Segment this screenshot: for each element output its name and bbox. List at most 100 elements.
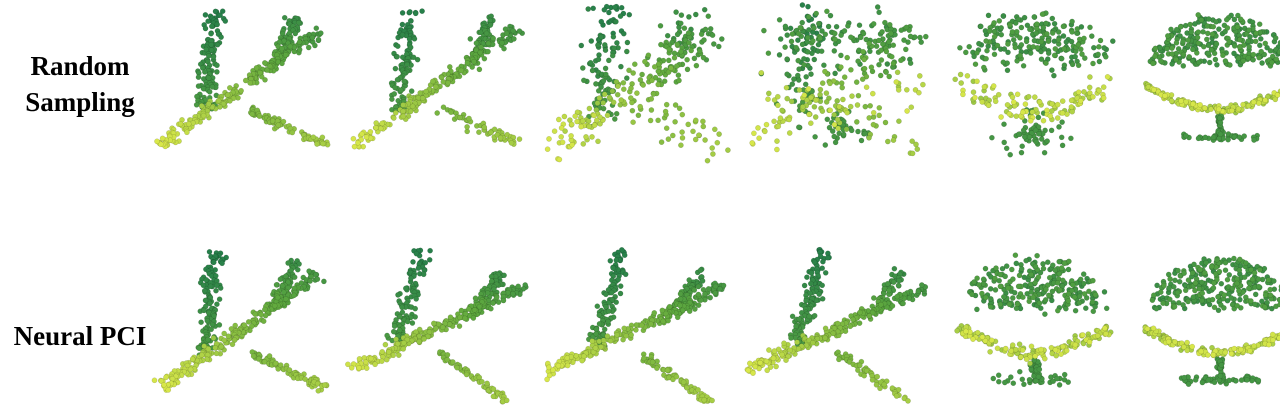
point <box>279 30 286 37</box>
point <box>920 81 926 88</box>
point <box>764 367 771 374</box>
point <box>362 359 369 365</box>
point <box>1068 38 1075 45</box>
point <box>386 349 392 355</box>
point <box>1262 97 1268 103</box>
point <box>1223 16 1230 23</box>
point <box>637 103 643 110</box>
point <box>257 69 263 76</box>
point <box>217 12 223 18</box>
point <box>1034 21 1040 27</box>
point <box>399 21 406 28</box>
point <box>629 107 636 114</box>
point <box>500 297 507 304</box>
point <box>1195 29 1202 35</box>
point <box>1250 51 1257 58</box>
point <box>1210 23 1217 30</box>
point <box>1042 311 1048 317</box>
point <box>394 53 400 60</box>
point <box>894 293 901 300</box>
point <box>1087 74 1093 80</box>
point <box>396 327 403 333</box>
point <box>866 313 873 319</box>
point <box>618 4 625 11</box>
point <box>544 376 550 383</box>
point <box>628 85 634 91</box>
point <box>558 133 565 140</box>
point <box>1237 44 1243 50</box>
point <box>877 72 884 79</box>
point <box>1051 20 1058 27</box>
point <box>390 328 397 335</box>
point-cloud-panel-r1-c4 <box>954 252 1114 388</box>
point <box>658 139 665 145</box>
point <box>639 71 645 78</box>
point <box>617 290 624 297</box>
point <box>590 5 597 12</box>
point <box>1021 133 1028 140</box>
point <box>1047 113 1054 119</box>
point <box>666 57 672 64</box>
point <box>998 114 1004 120</box>
point <box>184 129 190 136</box>
point <box>1245 38 1251 44</box>
point <box>707 25 714 32</box>
point <box>960 91 966 98</box>
point <box>209 23 215 30</box>
point <box>893 79 900 85</box>
point <box>1009 342 1016 348</box>
point <box>1227 62 1233 68</box>
point <box>1049 108 1055 114</box>
point <box>1025 93 1032 100</box>
point <box>916 73 923 79</box>
point <box>1216 106 1222 113</box>
point <box>1010 295 1016 301</box>
point <box>676 105 683 112</box>
point <box>831 121 838 128</box>
point <box>845 23 851 29</box>
point <box>1209 31 1216 38</box>
point <box>918 39 924 45</box>
point <box>198 319 204 325</box>
point <box>163 374 169 381</box>
point <box>883 48 890 55</box>
point <box>913 141 919 148</box>
point <box>1026 376 1033 383</box>
point <box>484 380 490 387</box>
point <box>488 305 494 312</box>
point <box>367 355 374 362</box>
point <box>314 141 320 147</box>
point <box>981 84 988 90</box>
point <box>715 43 722 50</box>
point <box>799 19 806 26</box>
point <box>407 44 414 51</box>
point <box>1080 271 1087 277</box>
point <box>1017 34 1023 41</box>
point-cloud-panel-r0-c5 <box>1143 12 1280 143</box>
point <box>854 119 860 125</box>
point <box>1059 119 1065 125</box>
point <box>551 128 558 134</box>
point <box>877 385 883 392</box>
point <box>400 346 407 352</box>
point <box>296 39 303 45</box>
point <box>208 42 215 48</box>
point <box>794 339 800 345</box>
point <box>1023 38 1030 45</box>
point <box>281 14 288 21</box>
point <box>1045 50 1052 56</box>
point <box>808 120 814 126</box>
point <box>1256 54 1262 61</box>
point <box>601 91 608 98</box>
point <box>249 111 255 117</box>
point <box>1000 59 1007 66</box>
point <box>632 61 638 68</box>
point <box>796 66 802 72</box>
row-label-neural-pci: Neural PCI <box>0 318 160 354</box>
point <box>649 359 656 365</box>
point <box>1086 84 1093 91</box>
point <box>1051 52 1058 59</box>
point <box>595 88 602 94</box>
point <box>1044 138 1050 144</box>
point <box>558 125 565 131</box>
